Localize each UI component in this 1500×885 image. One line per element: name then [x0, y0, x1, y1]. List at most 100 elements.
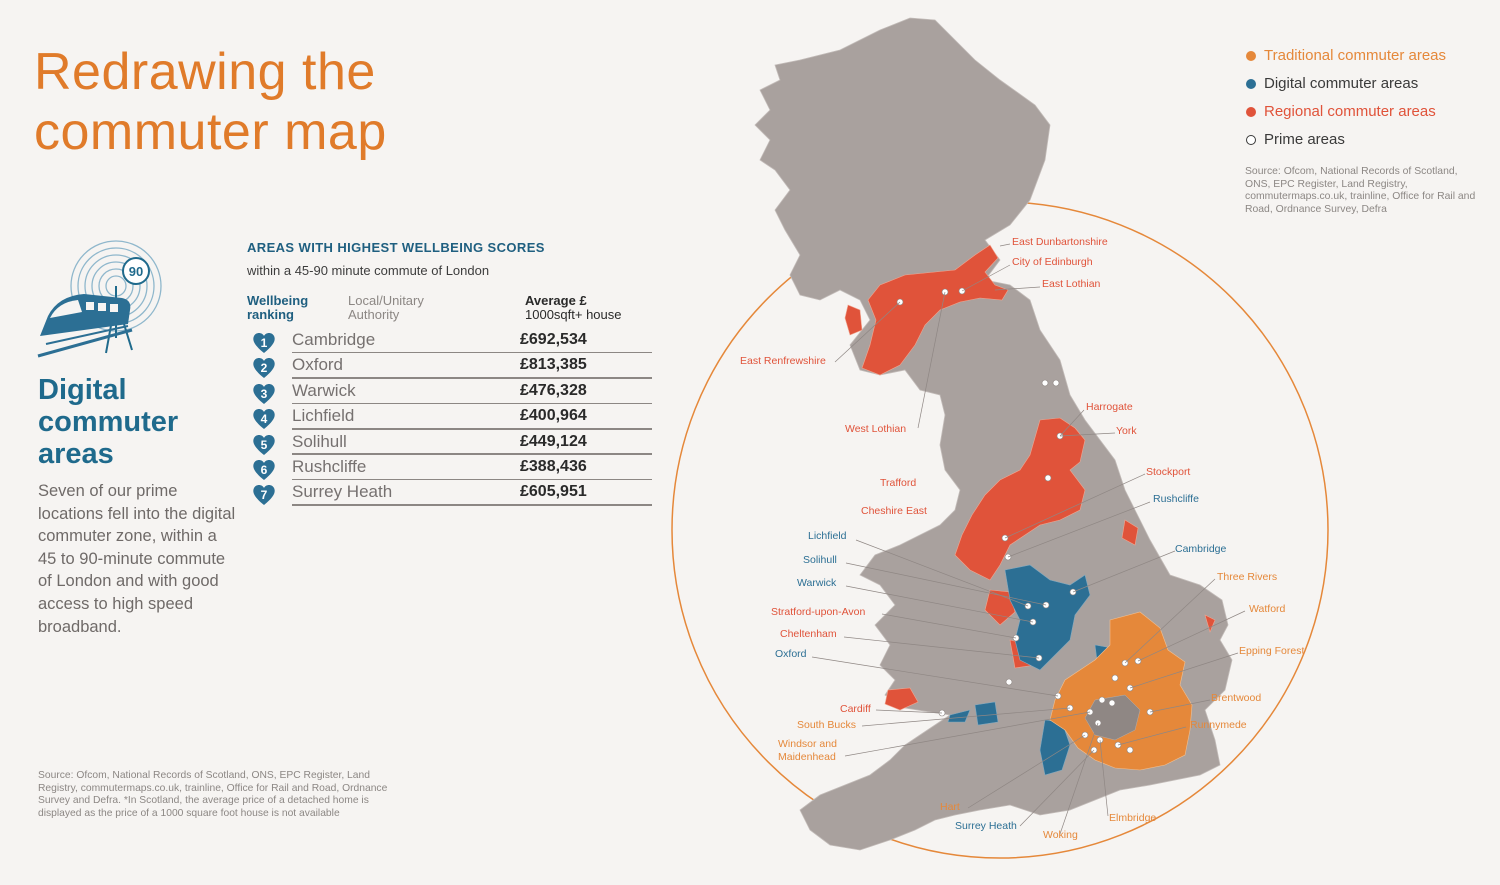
table-row: 1 Cambridge £692,534: [250, 328, 652, 354]
svg-text:4: 4: [261, 412, 268, 426]
label-cambridge: Cambridge: [1175, 543, 1227, 555]
authority-name: Rushcliffe: [292, 456, 367, 476]
train-broadband-icon: 90: [36, 238, 166, 363]
page-title: Redrawing the commuter map: [34, 42, 494, 162]
source-note-right: Source: Ofcom, National Records of Scotl…: [1245, 166, 1476, 215]
label-warwick: Warwick: [797, 577, 837, 589]
average-price: £400,964: [520, 407, 587, 425]
label-hart: Hart: [940, 801, 960, 813]
rank-heart-icon: 1: [253, 333, 275, 353]
svg-text:3: 3: [261, 387, 268, 401]
rank-heart-icon: 3: [253, 383, 275, 404]
label-windsor-line1: Windsor and: [778, 738, 837, 750]
digital-commuter-description: Seven of our prime locations fell into t…: [38, 482, 236, 636]
rank-heart-icon: 2: [253, 358, 275, 379]
label-east-lothian: East Lothian: [1042, 278, 1101, 290]
authority-name: Lichfield: [292, 406, 355, 426]
label-brentwood: Brentwood: [1211, 692, 1261, 704]
col3-line1: Average £: [525, 293, 587, 308]
label-woking: Woking: [1043, 829, 1078, 841]
legend-item-digital: Digital commuter areas: [1246, 74, 1446, 102]
table-row: 3 Warwick £476,328: [250, 379, 652, 405]
authority-name: Surrey Heath: [292, 482, 393, 502]
table-row: 5 Solihull £449,124: [250, 430, 652, 455]
average-price: £692,534: [520, 331, 587, 348]
wellbeing-table: 1 Cambridge £692,534 2 Oxford £813,385 3…: [250, 328, 652, 506]
rank-heart-icon: 4: [253, 409, 275, 430]
average-price: £605,951: [520, 483, 587, 501]
legend-dot: [1246, 79, 1256, 89]
rank-heart-icon: 5: [253, 434, 275, 455]
regional-commuter-areas: [844, 244, 1216, 711]
label-harrogate: Harrogate: [1086, 401, 1133, 413]
heading-line-2: commuter: [38, 406, 179, 438]
svg-text:1: 1: [261, 336, 268, 350]
average-price: £388,436: [520, 457, 587, 475]
legend-label: Regional commuter areas: [1264, 103, 1436, 120]
label-cheltenham: Cheltenham: [780, 628, 837, 640]
legend-item-traditional: Traditional commuter areas: [1246, 46, 1446, 74]
leader-lines: [811, 243, 1246, 835]
label-city-of-edinburgh: City of Edinburgh: [1012, 256, 1093, 268]
legend-item-prime: Prime areas: [1246, 130, 1446, 158]
label-epping-forest: Epping Forest: [1239, 645, 1304, 657]
table-row: 6 Rushcliffe £388,436: [250, 455, 652, 481]
traditional-commuter-areas: [1049, 611, 1193, 771]
label-west-lothian: West Lothian: [845, 423, 906, 435]
table-title: AREAS WITH HIGHEST WELLBEING SCORES: [247, 240, 545, 255]
col3-line2: 1000sqft+ house: [525, 307, 622, 322]
column-header-ranking: Wellbeing ranking: [247, 294, 337, 322]
column-header-authority: Local/Unitary Authority: [348, 294, 468, 322]
rank-heart-icon: 7: [253, 485, 275, 506]
label-runnymede: Runnymede: [1190, 719, 1247, 731]
col1-line1: Wellbeing: [247, 293, 309, 308]
icon-badge-text: 90: [129, 264, 143, 279]
label-solihull: Solihull: [803, 554, 837, 566]
label-cheshire-east: Cheshire East: [861, 505, 927, 517]
label-east-renfrewshire: East Renfrewshire: [740, 355, 826, 367]
label-watford: Watford: [1249, 603, 1286, 615]
digital-commuter-heading: Digital commuter areas: [38, 374, 238, 470]
authority-name: Oxford: [292, 355, 344, 375]
title-line-2: commuter map: [34, 103, 387, 161]
column-header-price: Average £ 1000sqft+ house: [525, 294, 655, 322]
col2-line1: Local/Unitary: [348, 293, 424, 308]
rank-heart-icon: 6: [253, 459, 275, 480]
legend-label: Prime areas: [1264, 131, 1345, 148]
svg-text:2: 2: [261, 361, 268, 375]
title-line-1: Redrawing the: [34, 43, 376, 101]
legend-item-regional: Regional commuter areas: [1246, 102, 1446, 130]
table-row: 2 Oxford £813,385: [250, 353, 652, 379]
average-price: £476,328: [520, 381, 587, 399]
col2-line2: Authority: [348, 307, 400, 322]
legend-dot: [1246, 51, 1256, 61]
label-stockport: Stockport: [1146, 466, 1190, 478]
legend-dot: [1246, 135, 1256, 145]
london-area: [1084, 694, 1141, 741]
legend-label: Digital commuter areas: [1264, 75, 1419, 92]
prime-area-markers: [896, 287, 1154, 754]
label-rushcliffe: Rushcliffe: [1153, 493, 1199, 505]
label-elmbridge: Elmbridge: [1109, 812, 1156, 824]
label-trafford: Trafford: [880, 477, 916, 489]
label-cardiff: Cardiff: [840, 703, 871, 715]
map-legend: Traditional commuter areas Digital commu…: [1246, 46, 1446, 158]
average-price: £813,385: [520, 356, 587, 374]
heading-line-3: areas: [38, 438, 114, 470]
map-labels: East Dunbartonshire City of Edinburgh Ea…: [740, 236, 1304, 841]
label-three-rivers: Three Rivers: [1217, 571, 1277, 583]
svg-text:5: 5: [261, 438, 268, 452]
authority-name: Solihull: [292, 431, 347, 451]
label-oxford: Oxford: [775, 648, 807, 660]
label-east-dunbartonshire: East Dunbartonshire: [1012, 236, 1108, 248]
heading-line-1: Digital: [38, 374, 127, 406]
authority-name: Cambridge: [292, 330, 376, 349]
legend-dot: [1246, 107, 1256, 117]
label-surrey-heath: Surrey Heath: [955, 820, 1017, 832]
label-lichfield: Lichfield: [808, 530, 847, 542]
table-row: 7 Surrey Heath £605,951: [250, 480, 652, 506]
legend-label: Traditional commuter areas: [1264, 47, 1447, 64]
authority-name: Warwick: [292, 380, 356, 400]
source-note-left: Source: Ofcom, National Records of Scotl…: [38, 770, 388, 819]
